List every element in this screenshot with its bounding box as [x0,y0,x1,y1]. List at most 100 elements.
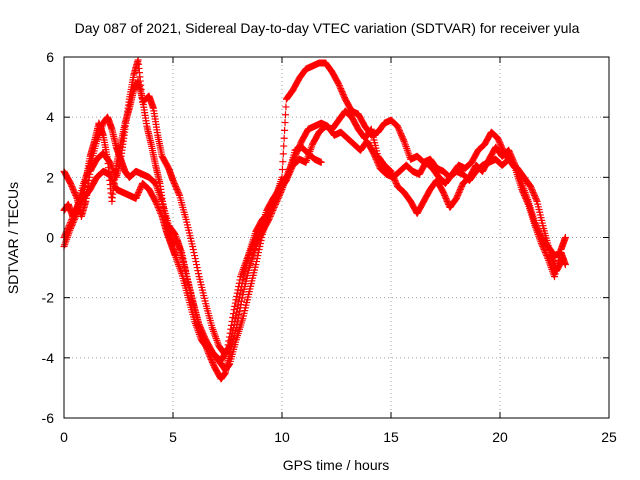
data-point [227,325,235,333]
data-point [235,279,243,287]
data-point [246,249,254,257]
data-point [397,130,405,138]
data-point [506,149,514,157]
data-point [505,146,513,154]
data-point [267,202,275,210]
series-track-4 [60,77,325,374]
data-point [453,193,461,201]
data-point [248,243,256,251]
data-point [443,196,451,204]
y-axis-title: SDTVAR / TECUs [5,182,21,294]
data-point [224,345,231,353]
series-track-1 [60,113,567,383]
data-point [511,160,519,168]
data-point [256,243,264,251]
data-point [135,187,143,195]
data-point [540,246,548,254]
data-point [507,151,515,159]
data-point [227,321,235,329]
data-point [191,252,199,260]
data-point [252,261,260,269]
data-point [335,82,343,90]
x-tick-label: 25 [601,429,617,445]
data-point [243,255,251,263]
data-point [392,179,400,187]
y-tick-label: 4 [46,109,54,125]
y-tick-label: -6 [42,410,55,426]
data-point [67,223,75,231]
data-point [155,205,163,213]
data-point [68,182,76,190]
y-tick-label: 0 [46,230,54,246]
data-point [209,360,217,368]
data-point [458,182,466,190]
data-point [206,354,214,362]
data-point [70,217,78,225]
data-point [279,158,287,166]
data-point [154,202,162,210]
data-point [268,200,276,208]
data-point [226,329,234,337]
y-tick-labels: -6 -4 -2 0 2 4 6 [42,49,55,426]
data-point [370,151,378,159]
data-point [389,172,397,180]
data-point [136,185,144,193]
x-tick-label: 10 [274,429,290,445]
data-point [172,184,180,192]
data-point [196,324,204,332]
data-point [398,133,406,141]
data-point [399,136,407,144]
data-point [173,185,181,193]
data-point [171,181,179,189]
data-point [69,185,77,193]
data-point [533,223,541,231]
series-track-2 [60,56,569,359]
data-point [252,258,260,266]
data-point [67,224,75,232]
data-point [494,134,502,142]
data-point [391,176,399,184]
data-point [246,247,254,255]
data-point [528,185,536,193]
data-point [541,247,549,255]
data-point [223,346,231,354]
data-point [153,200,161,208]
data-point [225,337,233,345]
data-point [228,317,236,325]
data-point [535,229,543,237]
data-point [397,131,405,139]
y-tick-label: -4 [42,350,55,366]
data-point [67,179,75,187]
data-point [248,244,256,252]
data-point [257,237,265,245]
data-point [69,218,77,226]
data-point [542,250,550,258]
data-point [265,206,273,214]
data-point [505,148,513,156]
data-point [336,83,344,91]
data-point [269,197,277,205]
data-point [543,252,551,260]
data-point [339,89,347,97]
data-point [561,261,569,269]
data-point [232,296,240,304]
data-point [266,203,274,211]
data-point [71,190,79,198]
data-point [335,80,343,88]
data-point [207,355,215,363]
data-point [231,302,239,310]
data-point [244,252,252,260]
data-point [108,163,116,171]
data-point [507,152,515,160]
data-point [455,188,463,196]
data-point [208,358,216,366]
data-point [230,306,238,314]
x-tick-labels: 0 5 10 15 20 25 [60,429,617,445]
data-point [527,182,535,190]
data-point [69,184,77,192]
data-point [280,134,288,142]
data-point [541,249,549,257]
data-point [72,191,80,199]
data-point [531,218,539,226]
